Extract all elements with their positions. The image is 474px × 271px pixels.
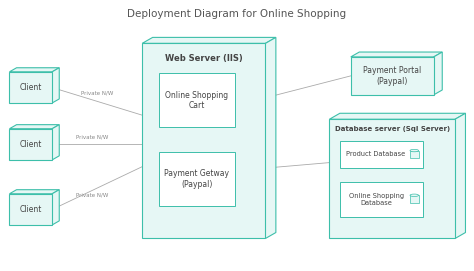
FancyBboxPatch shape <box>9 129 52 160</box>
Polygon shape <box>329 113 465 119</box>
FancyBboxPatch shape <box>329 119 455 238</box>
Text: Private N/W: Private N/W <box>76 134 109 139</box>
Text: Online Shopping
Cart: Online Shopping Cart <box>165 91 228 110</box>
Text: Database server (Sql Server): Database server (Sql Server) <box>335 126 450 132</box>
Polygon shape <box>9 190 59 194</box>
Polygon shape <box>265 37 276 238</box>
Text: Product Database: Product Database <box>346 151 406 157</box>
Text: Private N/W: Private N/W <box>76 193 109 198</box>
Ellipse shape <box>410 149 419 152</box>
FancyBboxPatch shape <box>351 57 434 95</box>
Polygon shape <box>142 37 276 43</box>
FancyBboxPatch shape <box>142 43 265 238</box>
FancyBboxPatch shape <box>159 73 235 127</box>
Polygon shape <box>434 52 442 95</box>
FancyBboxPatch shape <box>9 194 52 225</box>
Polygon shape <box>9 125 59 129</box>
Text: Client: Client <box>19 83 42 92</box>
Text: Web Server (IIS): Web Server (IIS) <box>165 54 243 63</box>
Text: Client: Client <box>19 205 42 214</box>
Polygon shape <box>52 125 59 160</box>
FancyBboxPatch shape <box>340 141 423 168</box>
FancyBboxPatch shape <box>410 151 419 158</box>
Text: Online Shopping
Database: Online Shopping Database <box>348 193 404 206</box>
Ellipse shape <box>410 194 419 196</box>
Polygon shape <box>52 68 59 103</box>
FancyBboxPatch shape <box>340 182 423 217</box>
FancyBboxPatch shape <box>410 195 419 203</box>
Text: Payment Portal
(Paypal): Payment Portal (Paypal) <box>363 66 421 86</box>
Text: Private N/W: Private N/W <box>81 91 113 95</box>
Polygon shape <box>9 68 59 72</box>
Polygon shape <box>52 190 59 225</box>
FancyBboxPatch shape <box>9 72 52 103</box>
Polygon shape <box>351 52 442 57</box>
FancyBboxPatch shape <box>159 152 235 206</box>
Polygon shape <box>455 113 465 238</box>
Text: Payment Getway
(Paypal): Payment Getway (Paypal) <box>164 169 229 189</box>
Text: Client: Client <box>19 140 42 149</box>
Text: Deployment Diagram for Online Shopping: Deployment Diagram for Online Shopping <box>128 9 346 20</box>
